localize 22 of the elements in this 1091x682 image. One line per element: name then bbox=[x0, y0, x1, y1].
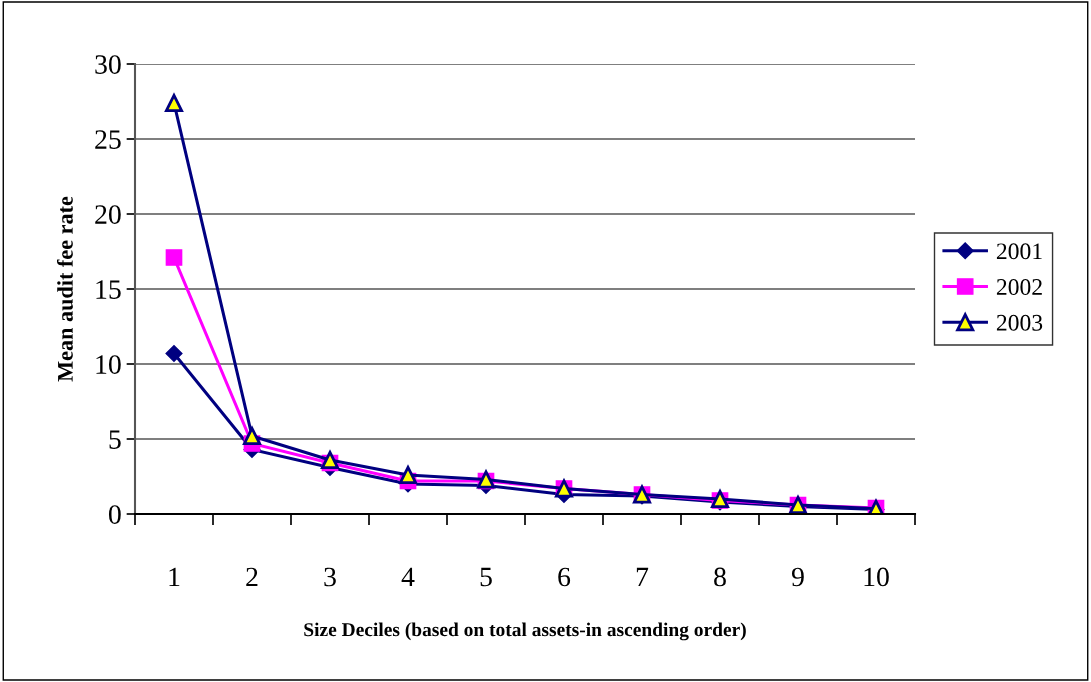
x-axis-title: Size Deciles (based on total assets-in ascending order) bbox=[304, 622, 746, 641]
x-tick-label: 6 bbox=[558, 567, 571, 587]
x-tick-label: 10 bbox=[864, 567, 889, 587]
x-tick-label: 1 bbox=[169, 567, 180, 587]
x-tick-label: 2 bbox=[246, 567, 258, 587]
legend-label: 2001 bbox=[996, 243, 1042, 260]
legend-label: 2003 bbox=[996, 314, 1043, 331]
x-tick-label: 3 bbox=[324, 567, 336, 587]
y-tick-label: 15 bbox=[96, 280, 121, 299]
x-tick-label: 5 bbox=[480, 567, 492, 587]
y-tick-label: 10 bbox=[96, 355, 121, 374]
y-tick-label: 0 bbox=[108, 505, 121, 524]
x-tick-label: 8 bbox=[714, 567, 726, 587]
x-tick-label: 9 bbox=[791, 567, 804, 587]
x-tick-label: 4 bbox=[401, 567, 415, 587]
y-tick-label: 20 bbox=[95, 205, 121, 224]
y-tick-label: 25 bbox=[95, 130, 121, 149]
y-tick-label: 5 bbox=[109, 430, 121, 449]
y-axis-title: Mean audit fee rate bbox=[56, 196, 73, 382]
legend-label: 2002 bbox=[996, 279, 1042, 295]
y-tick-label: 30 bbox=[95, 55, 121, 74]
x-tick-label: 7 bbox=[636, 567, 649, 587]
